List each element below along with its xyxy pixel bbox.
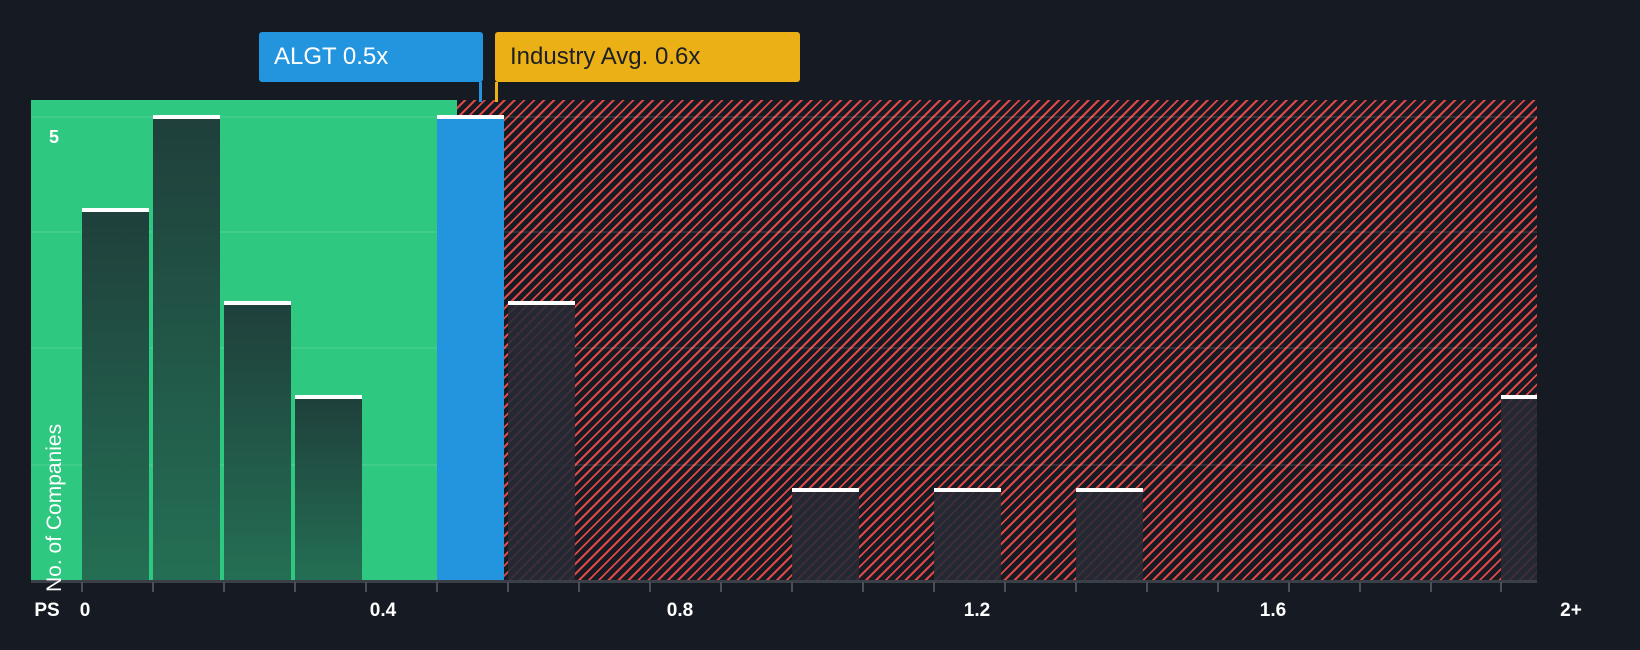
bar-cap	[153, 115, 220, 119]
x-tick	[933, 582, 935, 592]
histogram-bar	[934, 490, 1001, 581]
x-tick	[1359, 582, 1361, 592]
bar-cap	[82, 208, 149, 212]
x-tick	[791, 582, 793, 592]
x-tick	[507, 582, 509, 592]
histogram-bar	[82, 209, 149, 581]
gridline	[31, 231, 1537, 233]
x-tick	[720, 582, 722, 592]
bar-cap	[1501, 395, 1537, 399]
histogram-bar	[792, 490, 859, 581]
x-tick-label: 2+	[1560, 600, 1582, 621]
x-tick-label: 0.4	[369, 600, 397, 621]
x-tick	[862, 582, 864, 592]
bar-cap	[792, 488, 859, 492]
company-callout: ALGT 0.5x	[259, 32, 483, 82]
gridline	[31, 347, 1537, 349]
x-axis-title: PS	[34, 600, 60, 621]
bar-cap	[934, 488, 1001, 492]
x-tick-label: 1.6	[1259, 600, 1287, 621]
y-tick-label: 5	[49, 127, 60, 147]
gridline	[31, 464, 1537, 466]
x-tick	[1288, 582, 1290, 592]
x-tick-label: 0	[79, 600, 91, 621]
overvalued-zone	[457, 100, 1537, 581]
x-tick	[1146, 582, 1148, 592]
x-tick-label: 1.2	[963, 600, 991, 621]
histogram-bar	[1076, 490, 1143, 581]
company-bar-algt	[437, 116, 504, 581]
histogram-bar	[295, 396, 362, 581]
histogram-bar	[508, 302, 575, 581]
x-tick	[1217, 582, 1219, 592]
bar-cap	[295, 395, 362, 399]
industry-avg-pointer	[495, 82, 498, 102]
company-pointer	[479, 82, 482, 102]
bar-cap	[437, 115, 504, 119]
histogram-bar	[224, 302, 291, 581]
x-tick	[436, 582, 438, 592]
x-tick	[578, 582, 580, 592]
x-axis-line	[31, 580, 1537, 583]
x-tick	[152, 582, 154, 592]
x-tick	[294, 582, 296, 592]
x-tick	[365, 582, 367, 592]
x-tick	[1500, 582, 1502, 592]
x-tick	[81, 582, 83, 592]
x-tick	[1004, 582, 1006, 592]
y-axis-title: No. of Companies	[43, 423, 66, 592]
bar-cap	[1076, 488, 1143, 492]
x-tick	[649, 582, 651, 592]
histogram-bar	[1501, 397, 1537, 581]
bar-cap	[508, 301, 575, 305]
histogram-bar	[153, 116, 220, 581]
industry-avg-callout: Industry Avg. 0.6x	[495, 32, 800, 82]
x-tick	[223, 582, 225, 592]
x-tick	[1075, 582, 1077, 592]
x-tick-label: 0.8	[666, 600, 694, 621]
bar-cap	[224, 301, 291, 305]
gridline	[31, 116, 1537, 118]
x-tick	[1430, 582, 1432, 592]
